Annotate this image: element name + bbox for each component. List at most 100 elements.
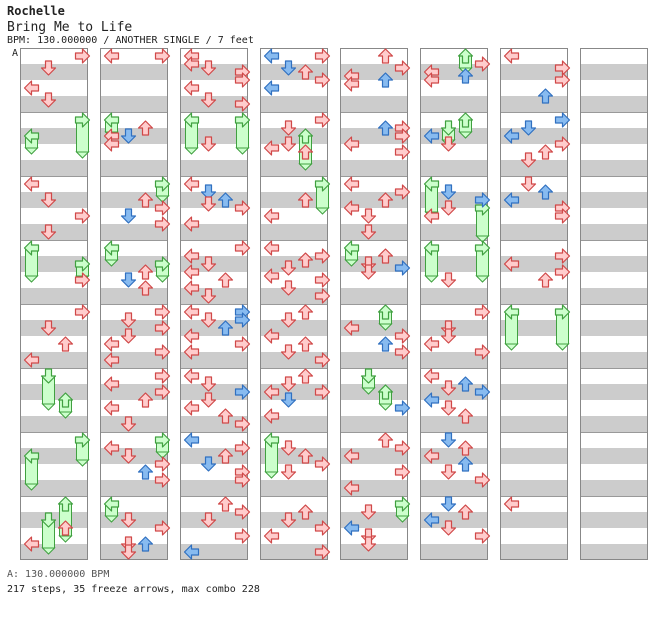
beat-band [180, 160, 248, 176]
left-arrow-icon [263, 240, 280, 256]
down-arrow-icon [440, 200, 457, 216]
left-arrow-icon [183, 328, 200, 344]
left-arrow-icon [423, 448, 440, 464]
column-border [180, 48, 248, 560]
freeze-arrow-tail [24, 275, 39, 283]
freeze-arrow-tail [475, 275, 490, 283]
right-arrow-icon [314, 384, 331, 400]
freeze-arrow-tail [475, 235, 490, 243]
right-arrow-icon [154, 432, 171, 448]
down-arrow-icon [280, 260, 297, 276]
right-arrow-icon [234, 416, 251, 432]
right-arrow-icon [554, 304, 571, 320]
right-arrow-icon [154, 48, 171, 64]
left-arrow-icon [423, 336, 440, 352]
beat-band [180, 448, 248, 464]
down-arrow-icon [280, 440, 297, 456]
chart-column [340, 48, 408, 560]
right-arrow-icon [394, 328, 411, 344]
left-arrow-icon [23, 352, 40, 368]
beat-band [580, 384, 648, 400]
beat-band [260, 192, 328, 208]
right-arrow-icon [154, 520, 171, 536]
beat-band [180, 240, 248, 256]
right-arrow-icon [474, 56, 491, 72]
beat-band [500, 384, 568, 400]
column-border [100, 48, 168, 560]
freeze-arrow-tail [504, 343, 519, 351]
left-arrow-icon [503, 496, 520, 512]
left-arrow-icon [343, 320, 360, 336]
beat-band [340, 176, 408, 192]
up-arrow-icon [217, 272, 234, 288]
up-arrow-icon [297, 304, 314, 320]
down-arrow-icon [440, 184, 457, 200]
left-arrow-icon [503, 304, 520, 320]
beat-band [20, 416, 88, 432]
beat-band [260, 160, 328, 176]
right-arrow-icon [74, 112, 91, 128]
right-arrow-icon [314, 248, 331, 264]
beat-band [180, 384, 248, 400]
beat-band [500, 288, 568, 304]
beat-band [260, 400, 328, 416]
up-arrow-icon [377, 336, 394, 352]
up-arrow-icon [137, 464, 154, 480]
down-arrow-icon [280, 512, 297, 528]
up-arrow-icon [457, 48, 474, 64]
left-arrow-icon [23, 176, 40, 192]
down-arrow-icon [440, 400, 457, 416]
left-arrow-icon [103, 48, 120, 64]
beat-band [260, 224, 328, 240]
right-arrow-icon [234, 472, 251, 488]
down-arrow-icon [280, 280, 297, 296]
beat-band [340, 192, 408, 208]
beat-band [580, 288, 648, 304]
down-arrow-icon [40, 512, 57, 528]
beat-band [500, 352, 568, 368]
beat-band [580, 176, 648, 192]
beat-band [580, 208, 648, 224]
beat-band [180, 224, 248, 240]
beat-band [100, 176, 168, 192]
down-arrow-icon [40, 92, 57, 108]
beat-band [580, 512, 648, 528]
right-arrow-icon [154, 456, 171, 472]
beat-band [260, 304, 328, 320]
up-arrow-icon [217, 408, 234, 424]
beat-band [100, 368, 168, 384]
left-arrow-icon [263, 328, 280, 344]
beat-band [500, 528, 568, 544]
beat-band [260, 288, 328, 304]
left-arrow-icon [343, 240, 360, 256]
down-arrow-icon [200, 288, 217, 304]
up-arrow-icon [377, 432, 394, 448]
beat-band [340, 464, 408, 480]
left-arrow-icon [23, 536, 40, 552]
right-arrow-icon [154, 320, 171, 336]
freeze-arrow-tail [424, 275, 439, 283]
left-arrow-icon [423, 512, 440, 528]
left-arrow-icon [103, 240, 120, 256]
beat-band [580, 128, 648, 144]
down-arrow-icon [120, 512, 137, 528]
down-arrow-icon [40, 224, 57, 240]
right-arrow-icon [554, 112, 571, 128]
up-arrow-icon [297, 448, 314, 464]
beat-band [580, 464, 648, 480]
left-arrow-icon [23, 80, 40, 96]
up-arrow-icon [137, 392, 154, 408]
beat-band [180, 96, 248, 112]
chart-column [420, 48, 488, 560]
right-arrow-icon [554, 248, 571, 264]
left-arrow-icon [183, 176, 200, 192]
right-arrow-icon [234, 528, 251, 544]
down-arrow-icon [520, 152, 537, 168]
beat-band [100, 192, 168, 208]
down-arrow-icon [280, 312, 297, 328]
down-arrow-icon [120, 544, 137, 560]
beat-band [260, 528, 328, 544]
up-arrow-icon [297, 64, 314, 80]
beat-band [500, 480, 568, 496]
up-arrow-icon [457, 376, 474, 392]
